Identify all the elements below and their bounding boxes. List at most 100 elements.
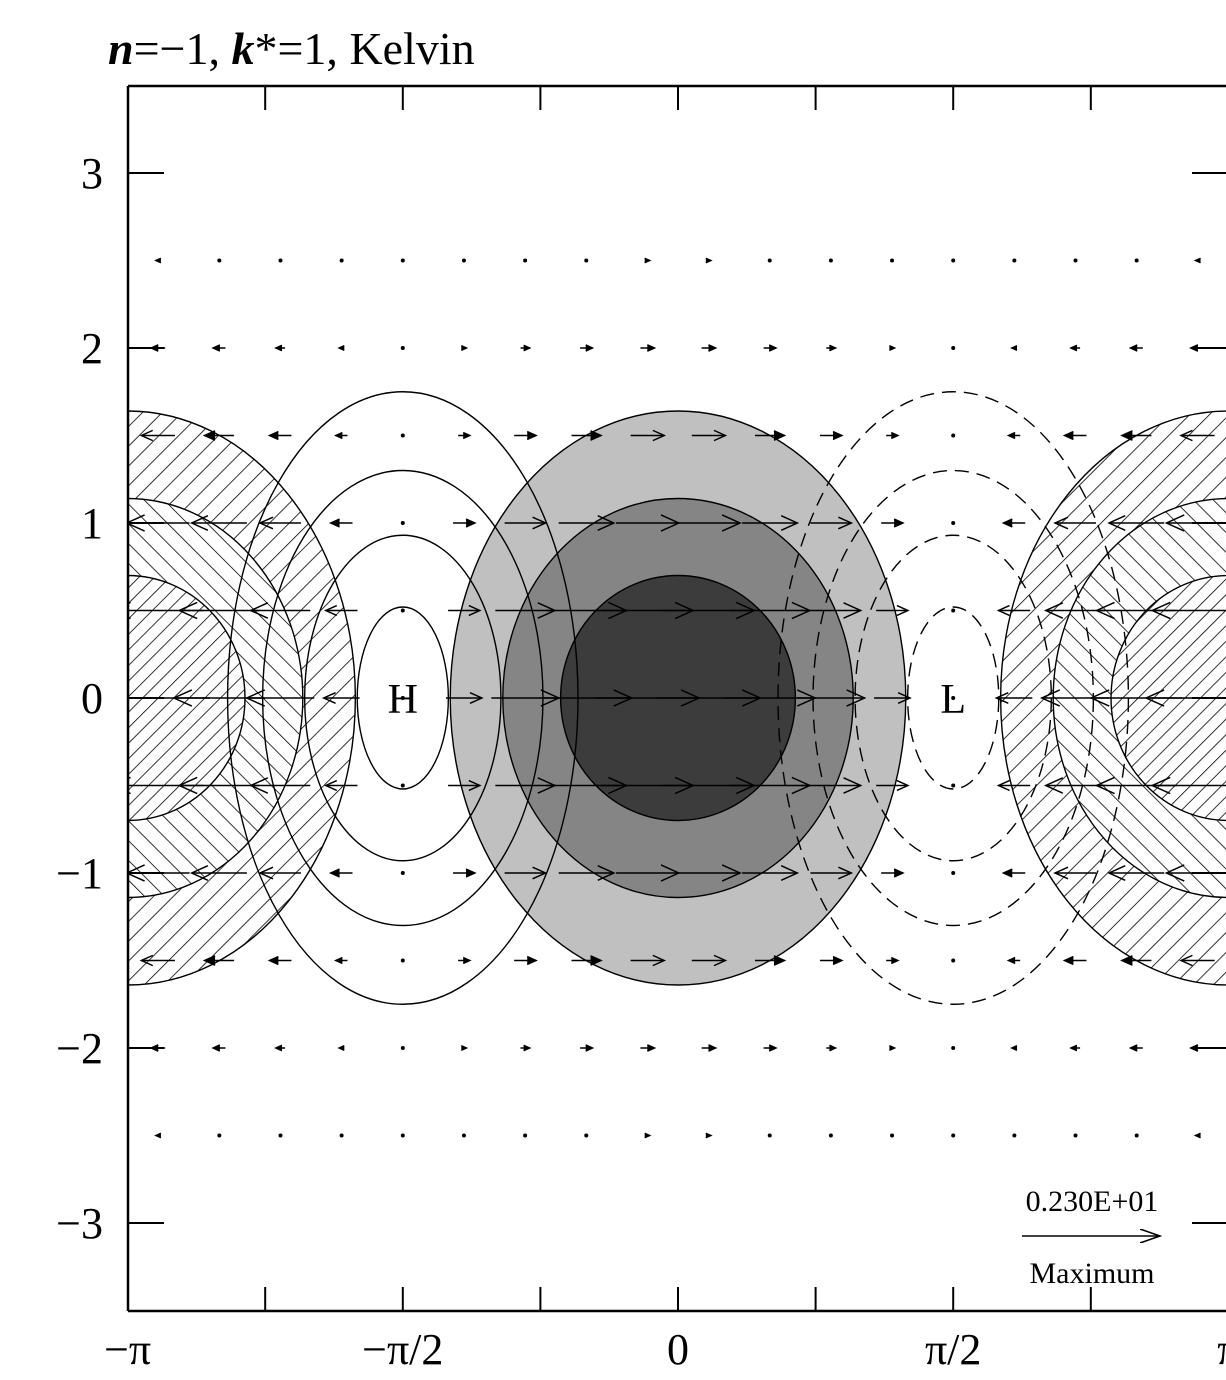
wind-vector	[274, 344, 286, 352]
wind-vector-head	[644, 257, 652, 264]
wind-vector-head	[461, 1045, 469, 1051]
wind-vector-head	[274, 344, 283, 352]
wind-vector-head	[590, 430, 603, 441]
wind-vector-head	[721, 514, 742, 532]
wind-vector-head	[1107, 865, 1126, 881]
wind-vector-head	[1094, 776, 1115, 795]
x-tick-label: −π/2	[362, 1325, 443, 1374]
wind-vector-dot	[951, 871, 956, 875]
wind-vector-head	[465, 868, 477, 878]
wind-vector	[328, 518, 353, 528]
wind-vector	[890, 1133, 895, 1138]
wind-vector-head	[469, 691, 484, 705]
wind-vector	[742, 865, 800, 881]
wind-vector	[323, 604, 358, 617]
wind-vector	[337, 345, 345, 351]
wind-vector	[1073, 1133, 1078, 1138]
wind-vector-head	[896, 779, 910, 792]
wind-vector	[278, 258, 283, 263]
wind-vector-head	[1039, 689, 1061, 707]
wind-vector	[400, 258, 405, 263]
wind-vector	[520, 344, 532, 352]
wind-vector	[461, 345, 469, 351]
wind-vector-head	[1053, 516, 1069, 530]
wind-vector-dot	[400, 783, 405, 788]
wind-vector-head	[829, 1044, 838, 1052]
wind-vector-head	[1179, 429, 1193, 442]
wind-vector	[691, 429, 728, 442]
wind-vector-head	[1001, 868, 1013, 878]
wind-vector-dot	[584, 258, 589, 263]
wind-vector	[1006, 431, 1021, 440]
wind-vector	[889, 345, 897, 351]
wind-vector	[267, 430, 292, 441]
wind-vector	[445, 691, 484, 705]
wind-vector-head	[1144, 689, 1165, 707]
wind-vector	[1120, 430, 1152, 441]
wind-vector-head	[889, 1045, 897, 1051]
wind-vector-head	[202, 955, 216, 966]
wind-vector	[951, 608, 956, 613]
wind-vector	[448, 779, 482, 792]
wind-vector	[826, 344, 838, 352]
wind-vector	[514, 430, 538, 441]
wind-vector-dot	[767, 1133, 772, 1138]
wind-vector	[630, 429, 667, 442]
wind-vector	[886, 431, 900, 440]
wind-vector-dot	[217, 1133, 222, 1138]
wind-vector-dot	[339, 258, 344, 263]
wind-vector-dot	[1073, 1133, 1078, 1138]
wind-vector	[876, 604, 910, 617]
wind-vector-dot	[400, 433, 405, 438]
wind-vector-head	[829, 344, 838, 352]
wind-vector-head	[526, 430, 538, 441]
wind-vector-head	[1179, 954, 1193, 967]
wind-vector	[1150, 776, 1226, 795]
wind-vector	[951, 958, 956, 963]
wind-vector	[951, 871, 956, 875]
wind-vector-head	[597, 865, 616, 881]
wind-vector	[400, 1046, 405, 1050]
wind-vector-head	[189, 515, 209, 531]
axis-ticks: −π −π/2 0 π/2 π 3 2 1 0 −1 −2 −3	[56, 86, 1226, 1374]
wind-vector	[951, 521, 956, 525]
wind-vector-head	[838, 866, 854, 880]
wind-vector-head	[768, 344, 778, 352]
wind-vector-head	[705, 1132, 713, 1139]
wind-vector-head	[996, 604, 1010, 617]
wind-vector	[996, 779, 1031, 792]
wind-vector-head	[468, 604, 482, 617]
wind-vector-head	[843, 777, 863, 794]
wind-vector	[1062, 955, 1087, 966]
wind-vector	[558, 515, 616, 531]
x-tick-label: π	[1217, 1325, 1226, 1374]
wind-vector-head	[832, 430, 844, 441]
wind-vector	[453, 518, 477, 528]
wind-vector	[1134, 1133, 1139, 1138]
vector-scale-label: Maximum	[1030, 1257, 1155, 1290]
wind-vector	[580, 344, 595, 352]
wind-vector-head	[248, 777, 269, 794]
wind-vector-head	[1006, 431, 1016, 440]
wind-vector-head	[1010, 1045, 1018, 1051]
wind-vector	[504, 516, 548, 530]
wind-vector-head	[1094, 601, 1115, 620]
wind-vector	[881, 868, 905, 878]
wind-vector-head	[321, 691, 336, 705]
wind-vector	[1069, 1044, 1081, 1052]
vector-scale-value: 0.230E+01	[1026, 1185, 1159, 1218]
wind-vector-head	[1069, 344, 1078, 352]
wind-vector-head	[838, 516, 854, 530]
wind-vector-head	[773, 955, 787, 966]
wind-vector-head	[773, 430, 787, 441]
wind-vector-dot	[217, 258, 222, 263]
wind-vector-head	[652, 954, 667, 967]
wind-vector-head	[1164, 864, 1185, 882]
wind-vector	[328, 868, 353, 878]
wind-vector-head	[267, 430, 279, 441]
wind-vector	[763, 344, 778, 352]
wind-vector	[767, 258, 772, 263]
wind-vector-dot	[951, 958, 956, 963]
chart-title: n=−1, k*=1, Kelvin	[108, 23, 475, 74]
wind-vector-head	[328, 518, 340, 528]
